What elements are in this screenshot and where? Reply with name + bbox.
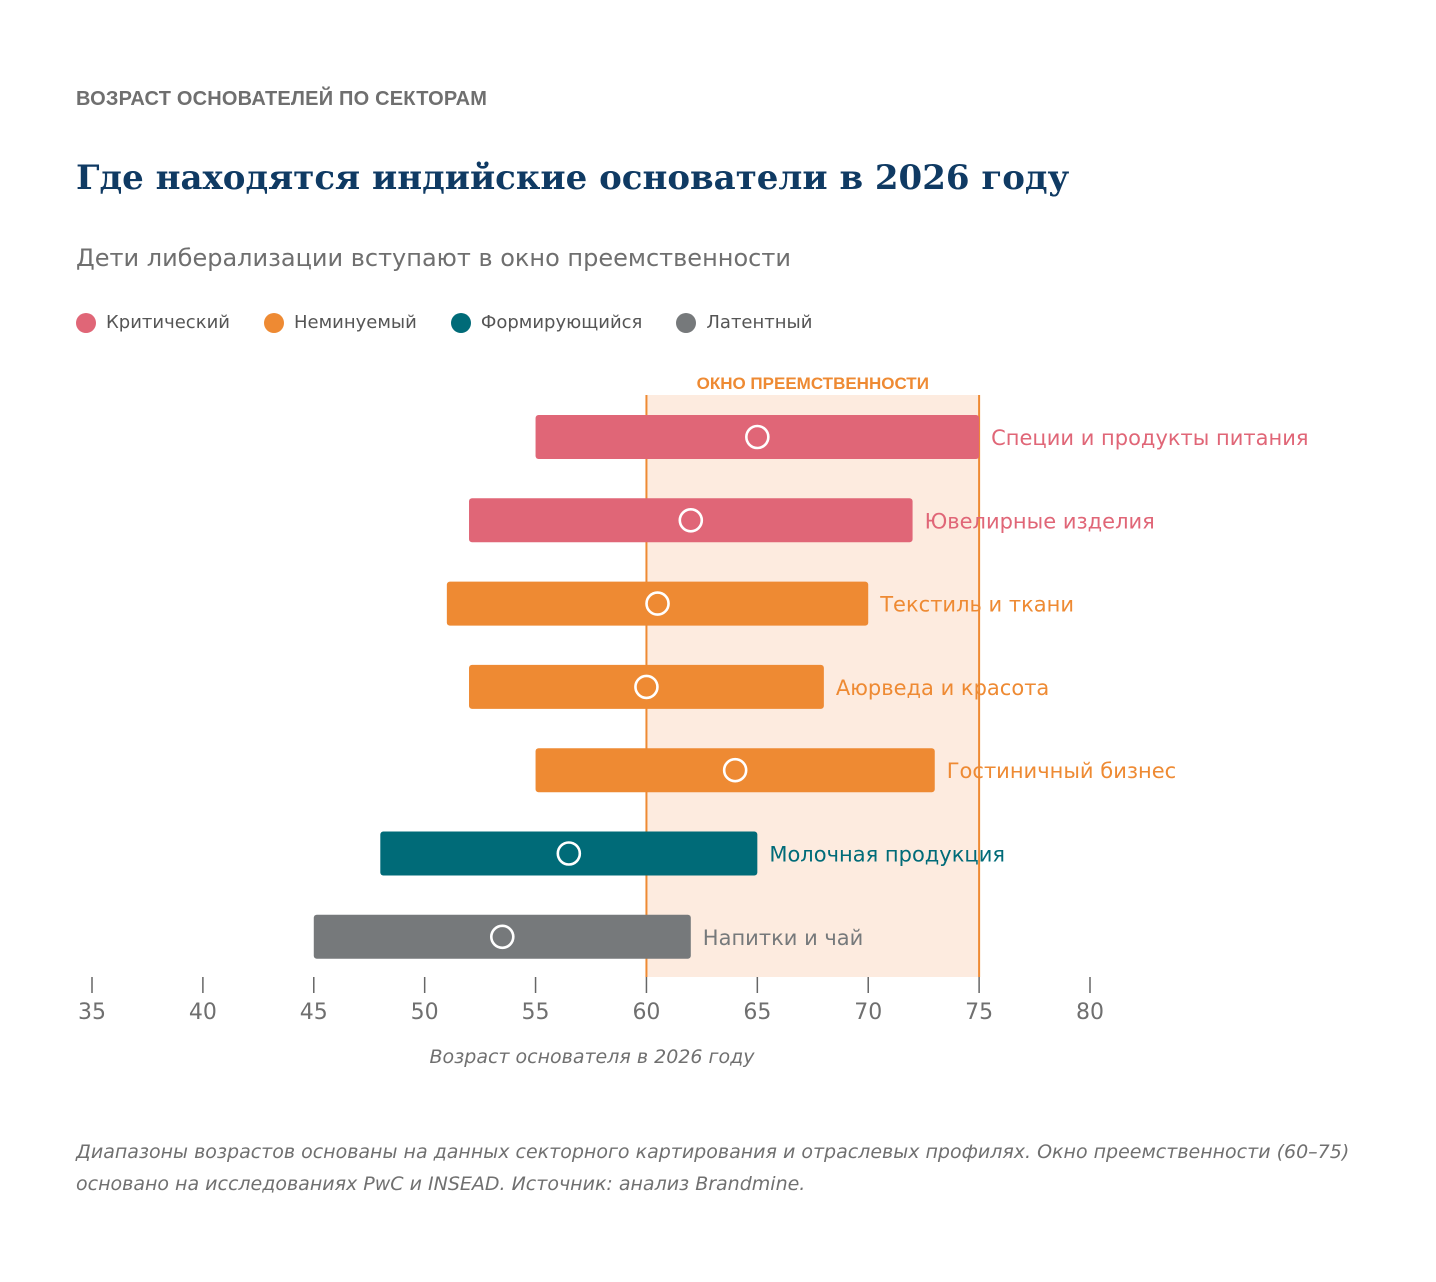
sector-label: Специи и продукты питания [991,426,1308,450]
chart-footnote: Диапазоны возрастов основаны на данных с… [76,1141,1350,1195]
median-marker [678,507,704,533]
median-marker [634,674,659,700]
x-tick-label: 80 [1076,1000,1104,1025]
median-marker [556,841,582,866]
chart-title: Где находятся индийские основатели в 202… [76,158,1070,198]
x-tick-label: 50 [411,1000,439,1025]
chart-eyebrow: ВОЗРАСТ ОСНОВАТЕЛЕЙ ПО СЕКТОРАМ [76,88,488,110]
legend-dot-emerging [450,312,471,333]
range-bar [313,914,691,959]
median-marker [645,591,670,616]
sector-label: Аюрведа и красота [836,676,1049,700]
range-bar [469,664,824,709]
range-bar [446,581,869,626]
x-tick-label: 35 [78,1000,106,1025]
median-marker [745,424,770,450]
legend-dot-latent [676,312,697,333]
range-bar [535,748,935,793]
median-marker [722,757,748,783]
legend-item-emerging: Формирующийся [450,312,643,333]
legend: Критический Неминуемый Формирующийся Лат… [76,312,846,333]
sector-label: Гостиничный бизнес [947,759,1176,783]
sector-label: Ювелирные изделия [925,509,1155,533]
window-label: ОКНО ПРЕЕМСТВЕННОСТИ [697,374,929,393]
x-tick-label: 75 [965,1000,993,1025]
x-tick-label: 60 [632,1000,660,1025]
legend-label: Неминуемый [293,312,417,333]
legend-label: Латентный [706,312,813,333]
sector-label: Текстиль и ткани [879,593,1074,617]
range-chart: ОКНО ПРЕЕМСТВЕННОСТИ Специи и продукты пи… [78,374,1309,1068]
x-tick-label: 45 [300,1000,328,1025]
range-bar [380,831,758,876]
x-tick-label: 65 [743,1000,771,1025]
range-bar [535,415,980,459]
legend-item-critical: Критический [76,312,230,333]
sector-label: Молочная продукция [769,843,1005,867]
legend-dot-critical [76,312,96,333]
x-tick-label: 40 [189,1000,217,1025]
x-axis-label: Возраст основателя в 2026 году [430,1046,756,1068]
legend-item-latent: Латентный [676,312,812,333]
legend-label: Критический [106,312,230,333]
chart-subtitle: Дети либерализации вступают в окно преем… [76,244,791,272]
legend-label: Формирующийся [480,312,643,333]
legend-item-imminent: Неминуемый [263,312,417,333]
x-tick-label: 70 [854,1000,882,1025]
sector-label: Напитки и чай [703,926,864,950]
x-tick-label: 55 [522,1000,550,1025]
legend-dot-imminent [263,312,284,333]
median-marker [489,924,515,950]
range-bar [469,498,913,543]
